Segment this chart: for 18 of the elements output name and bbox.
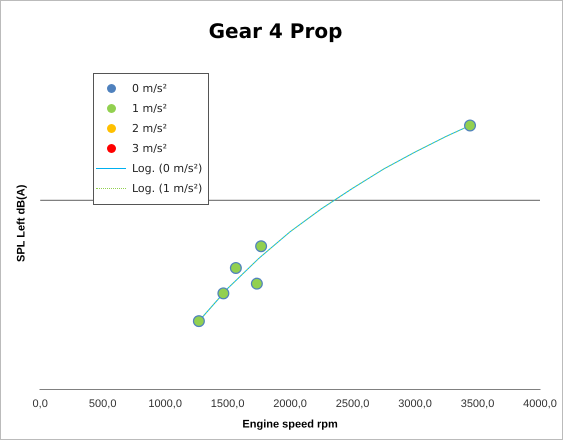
chart-title: Gear 4 Prop bbox=[208, 19, 342, 44]
x-tick-label: 3000,0 bbox=[398, 398, 432, 410]
x-tick-label: 1500,0 bbox=[210, 398, 244, 410]
x-tick-label: 2000,0 bbox=[273, 398, 307, 410]
legend-label: Log. (0 m/s²) bbox=[132, 162, 202, 174]
legend-label: 0 m/s² bbox=[132, 82, 168, 94]
x-tick-label: 500,0 bbox=[88, 398, 116, 410]
y-axis-title: SPL Left dB(A) bbox=[16, 184, 28, 262]
x-tick-label: 0,0 bbox=[32, 398, 48, 410]
x-tick-label: 2500,0 bbox=[336, 398, 370, 410]
x-tick-label: 4000,0 bbox=[523, 398, 557, 410]
x-tick-label: 1000,0 bbox=[148, 398, 182, 410]
x-axis-title: Engine speed rpm bbox=[242, 418, 338, 430]
x-tick-label: 3500,0 bbox=[460, 398, 494, 410]
legend-label: 2 m/s² bbox=[132, 122, 168, 134]
legend-label: 3 m/s² bbox=[132, 142, 168, 154]
legend-label: Log. (1 m/s²) bbox=[132, 182, 202, 194]
legend-label: 1 m/s² bbox=[132, 102, 168, 114]
